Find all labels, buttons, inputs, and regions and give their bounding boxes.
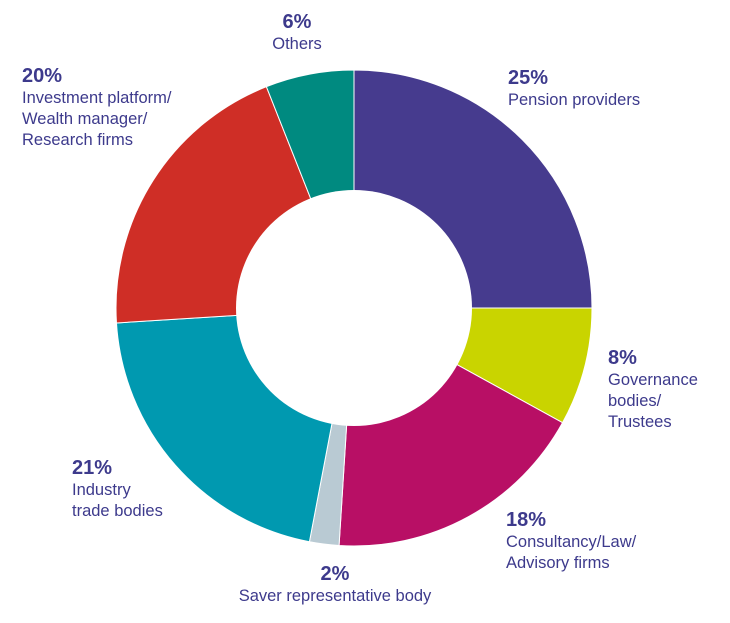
slice-name-industry: Industry trade bodies xyxy=(72,481,163,520)
slice-name-investment: Investment platform/ Wealth manager/ Res… xyxy=(22,89,172,149)
slice-label-investment: 20% Investment platform/ Wealth manager/… xyxy=(22,64,171,151)
slice-label-industry: 21% Industry trade bodies xyxy=(72,456,163,522)
slice-pct-saver: 2% xyxy=(320,563,350,585)
slice-label-saver: 2% Saver representative body xyxy=(200,562,470,607)
slice-name-consultancy: Consultancy/Law/ Advisory firms xyxy=(506,533,637,572)
donut-hole xyxy=(236,190,472,426)
slice-pct-investment: 20% xyxy=(22,65,63,87)
slice-pct-governance: 8% xyxy=(608,347,637,369)
slice-label-governance: 8% Governance bodies/ Trustees xyxy=(608,346,698,433)
slice-name-others: Others xyxy=(272,35,322,53)
slice-label-pension: 25% Pension providers xyxy=(508,66,640,111)
slice-name-pension: Pension providers xyxy=(508,91,641,109)
slice-pct-others: 6% xyxy=(282,11,312,33)
slice-pct-pension: 25% xyxy=(508,67,549,89)
slice-pct-industry: 21% xyxy=(72,457,113,479)
slice-name-saver: Saver representative body xyxy=(238,587,432,605)
slice-pct-consultancy: 18% xyxy=(506,509,547,531)
slice-name-governance: Governance bodies/ Trustees xyxy=(608,371,698,431)
slice-label-consultancy: 18% Consultancy/Law/ Advisory firms xyxy=(506,508,636,574)
slice-label-others: 6% Others xyxy=(242,10,352,55)
